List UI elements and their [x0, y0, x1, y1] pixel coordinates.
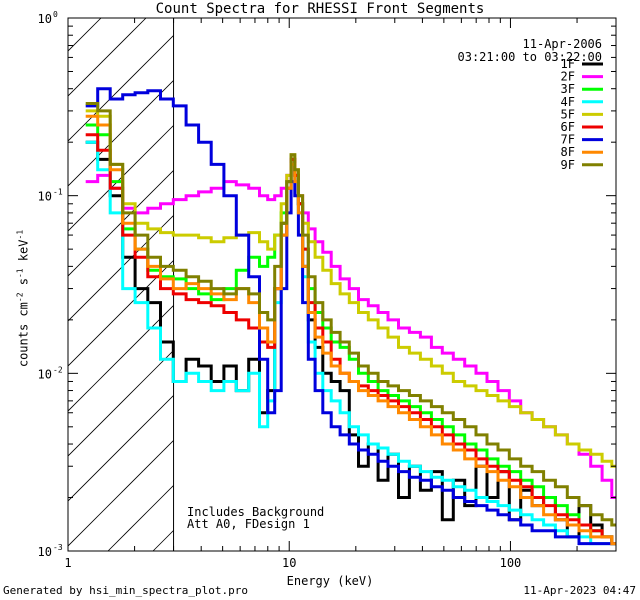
footer-generator: Generated by hsi_min_spectra_plot.pro [3, 584, 249, 597]
y-label-part: counts cm [16, 302, 31, 368]
hatch-line [68, 18, 147, 97]
legend-label-2F: 2F [561, 70, 575, 84]
y-label-part: keV [16, 239, 31, 269]
y-tick-label: 10 [38, 545, 52, 559]
x-tick-label: 10 [282, 556, 296, 570]
y-tick-exponent: 0 [53, 10, 58, 19]
series-6F [85, 133, 616, 546]
legend-label-8F: 8F [561, 145, 575, 159]
date-label: 11-Apr-2006 [522, 37, 602, 51]
y-axis-label: counts cm-2 s-1 keV-1 [14, 229, 31, 369]
series-9F [85, 102, 616, 527]
series-8F [85, 114, 616, 546]
series-4F [85, 140, 616, 546]
legend-label-9F: 9F [561, 158, 575, 172]
legend-label-3F: 3F [561, 82, 575, 96]
y-tick-label: 10 [38, 367, 52, 381]
series-7F [85, 87, 616, 546]
y-tick-exponent: -1 [53, 188, 63, 197]
legend-label-7F: 7F [561, 133, 575, 147]
y-tick-label: 10 [38, 12, 52, 26]
y-tick-exponent: -2 [53, 365, 63, 374]
plot-frame [67, 17, 617, 552]
x-tick-label: 100 [500, 556, 522, 570]
footer-timestamp: 11-Apr-2023 04:47 [523, 584, 636, 597]
legend-label-6F: 6F [561, 120, 575, 134]
series-layer [85, 87, 616, 546]
annotation-background: Includes Background [187, 505, 325, 519]
series-5F [85, 109, 616, 468]
hatch-line [68, 18, 192, 142]
y-label-part: s [16, 278, 31, 293]
x-tick-label: 1 [64, 556, 71, 570]
y-tick-exponent: -3 [53, 543, 63, 552]
hatch-mask [173, 18, 616, 551]
chart-title: Count Spectra for RHESSI Front Segments [155, 1, 485, 17]
legend-label-5F: 5F [561, 107, 575, 121]
y-label-exp: -1 [15, 268, 25, 279]
y-tick-label: 10 [38, 190, 52, 204]
series-3F [85, 123, 616, 546]
excluded-region-hatching [68, 18, 616, 551]
annotation-attenuator: Att A0, FDesign 1 [187, 517, 310, 531]
time-range-label: 03:21:00 to 03:22:00 [457, 50, 603, 64]
legend-label-1F: 1F [561, 57, 575, 71]
y-label-exp: -1 [15, 229, 25, 240]
y-label-exp: -2 [15, 292, 25, 303]
x-axis-label: Energy (keV) [286, 574, 374, 588]
legend-label-4F: 4F [561, 95, 575, 109]
series-1F [85, 140, 616, 546]
